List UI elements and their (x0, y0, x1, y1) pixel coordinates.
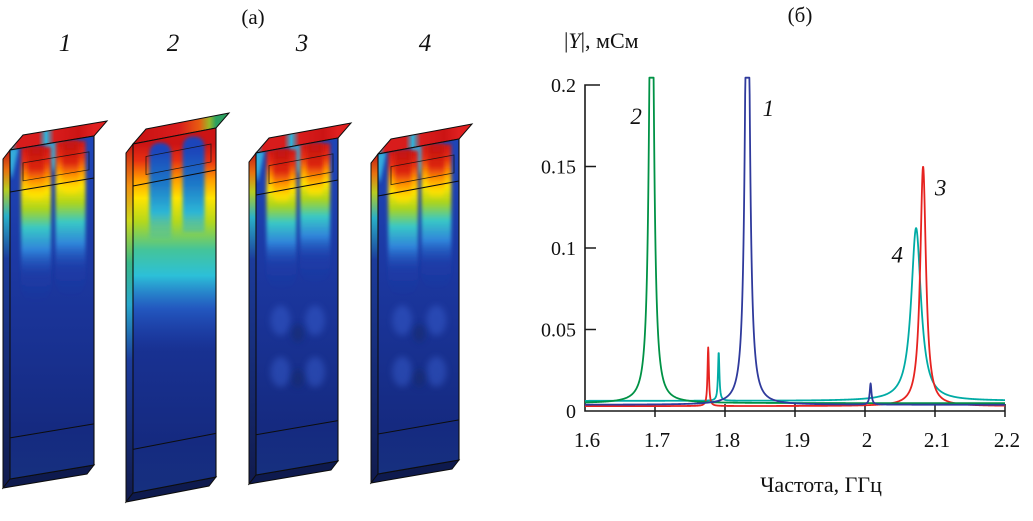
x-tick-label: 1.7 (644, 428, 670, 452)
pillar-figure-1 (1, 120, 109, 490)
curve-3 (584, 165, 1006, 407)
x-tick-label: 1.9 (784, 428, 810, 452)
y-tick-label: 0.15 (541, 157, 576, 179)
pillar-2-label: 2 (166, 30, 180, 57)
y-tick-label: 0 (566, 401, 576, 423)
curve-label-2: 2 (630, 104, 642, 129)
y-tick-label: 0.1 (551, 238, 576, 260)
x-axis-title: Частота, ГГц (760, 472, 882, 497)
x-tick-label: 1.6 (574, 428, 600, 452)
y-tick-label: 0.2 (551, 75, 576, 97)
curve-1 (584, 76, 1006, 406)
x-tick-label: 2.2 (994, 428, 1020, 452)
y-axis-title: |Y|, мСм (564, 28, 639, 53)
curve-label-4: 4 (891, 243, 903, 268)
pillar-3-label: 3 (295, 30, 309, 57)
panel-b-label: (б) (787, 3, 813, 27)
pillar-figure-4 (369, 123, 474, 485)
pillar-figure-3 (247, 122, 353, 486)
pillar-1-label: 1 (58, 30, 72, 57)
panel-a-label: (а) (241, 5, 265, 29)
pillar-figure-2 (124, 112, 231, 504)
x-tick-label: 2.1 (924, 428, 950, 452)
y-tick-label: 0.05 (541, 320, 576, 342)
x-tick-label: 2 (862, 428, 873, 452)
curve-label-3: 3 (934, 176, 947, 201)
curve-2 (584, 76, 1006, 405)
x-tick-label: 1.8 (714, 428, 740, 452)
pillar-4-label: 4 (418, 30, 432, 57)
admittance-chart: 0 0.05 0.1 0.15 0.2 1.6 1.7 1.8 1.9 2 2.1 2.2 2 1 3 4 (541, 75, 1020, 452)
curve-label-1: 1 (763, 96, 775, 121)
